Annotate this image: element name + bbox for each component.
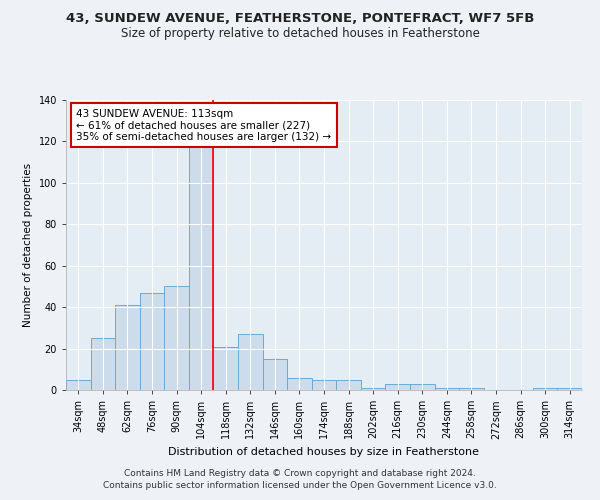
Bar (410, 384, 434, 390)
Bar (91, 338, 115, 390)
Bar (312, 380, 336, 390)
Bar (164, 286, 189, 390)
Bar (263, 359, 287, 390)
Text: 43, SUNDEW AVENUE, FEATHERSTONE, PONTEFRACT, WF7 5FB: 43, SUNDEW AVENUE, FEATHERSTONE, PONTEFR… (66, 12, 534, 26)
Bar (361, 388, 385, 390)
Bar (115, 305, 140, 390)
Text: 43 SUNDEW AVENUE: 113sqm
← 61% of detached houses are smaller (227)
35% of semi-: 43 SUNDEW AVENUE: 113sqm ← 61% of detach… (76, 108, 331, 142)
Bar (189, 120, 214, 390)
Text: Contains HM Land Registry data © Crown copyright and database right 2024.: Contains HM Land Registry data © Crown c… (124, 468, 476, 477)
Bar (140, 292, 164, 390)
Bar (459, 388, 484, 390)
Text: Size of property relative to detached houses in Featherstone: Size of property relative to detached ho… (121, 28, 479, 40)
Y-axis label: Number of detached properties: Number of detached properties (23, 163, 33, 327)
Bar (287, 378, 312, 390)
Bar (434, 388, 459, 390)
Bar (238, 334, 263, 390)
Bar (385, 384, 410, 390)
Text: Contains public sector information licensed under the Open Government Licence v3: Contains public sector information licen… (103, 481, 497, 490)
X-axis label: Distribution of detached houses by size in Featherstone: Distribution of detached houses by size … (169, 447, 479, 457)
Bar (336, 380, 361, 390)
Bar (66, 380, 91, 390)
Bar (533, 388, 557, 390)
Bar (557, 388, 582, 390)
Bar (214, 346, 238, 390)
